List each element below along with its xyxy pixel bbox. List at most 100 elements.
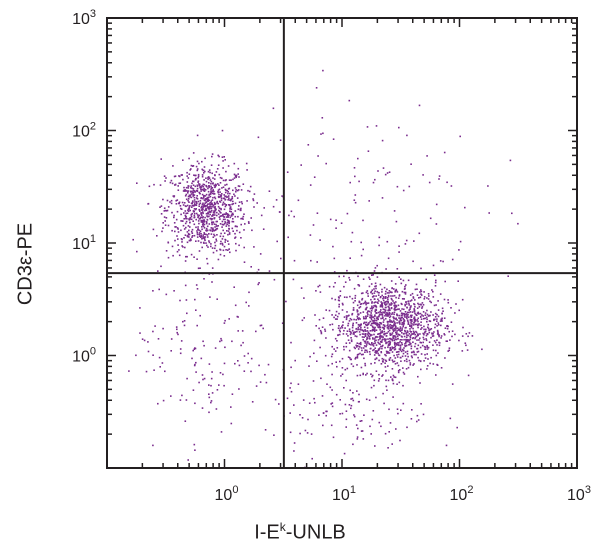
data-point xyxy=(218,384,220,386)
data-point xyxy=(186,181,189,183)
data-point xyxy=(315,325,317,327)
data-point xyxy=(434,341,437,344)
data-point xyxy=(309,234,312,236)
data-point xyxy=(402,279,405,282)
data-point xyxy=(449,339,451,341)
data-point xyxy=(365,303,367,306)
data-point xyxy=(446,325,449,327)
data-point xyxy=(348,314,350,317)
data-point xyxy=(377,352,379,355)
data-point xyxy=(213,190,215,193)
data-point xyxy=(195,371,197,373)
data-point xyxy=(332,285,335,288)
data-point xyxy=(147,350,150,353)
data-point xyxy=(184,420,187,422)
data-point xyxy=(231,212,234,215)
data-point xyxy=(215,184,217,187)
data-point xyxy=(398,350,400,353)
data-point xyxy=(365,315,367,318)
data-point xyxy=(395,326,397,329)
data-point xyxy=(341,302,344,305)
data-point xyxy=(378,324,380,326)
data-point xyxy=(364,351,366,353)
data-point xyxy=(213,206,216,209)
data-point xyxy=(385,303,388,305)
data-point xyxy=(418,323,420,325)
data-point xyxy=(440,324,442,327)
data-point xyxy=(206,200,209,202)
data-point xyxy=(396,335,399,337)
data-point xyxy=(165,177,167,179)
data-point xyxy=(331,297,333,300)
data-point xyxy=(196,195,198,197)
data-point xyxy=(217,189,220,191)
data-point xyxy=(456,426,458,429)
data-point xyxy=(379,338,381,340)
data-point xyxy=(400,356,402,359)
data-point xyxy=(356,342,359,344)
data-point xyxy=(180,174,183,176)
data-point xyxy=(361,349,363,352)
data-point xyxy=(201,238,203,240)
data-point xyxy=(376,322,378,325)
data-point xyxy=(391,303,393,305)
data-point xyxy=(212,204,215,206)
data-point xyxy=(213,178,216,180)
data-point xyxy=(403,314,406,316)
data-point xyxy=(358,285,361,287)
data-point xyxy=(358,400,360,403)
data-point xyxy=(398,126,400,129)
data-point xyxy=(370,310,373,312)
data-point xyxy=(197,226,199,228)
data-point xyxy=(173,214,175,217)
data-point xyxy=(373,333,375,336)
data-point xyxy=(191,212,193,215)
x-tick-label: 101 xyxy=(332,484,356,504)
data-point xyxy=(388,340,391,343)
data-point xyxy=(428,295,430,297)
data-point xyxy=(379,325,381,327)
data-point xyxy=(380,425,382,428)
data-point xyxy=(196,134,199,137)
data-point xyxy=(405,301,407,303)
data-point xyxy=(389,357,392,359)
data-point xyxy=(357,328,360,331)
data-point xyxy=(394,291,396,293)
data-point xyxy=(454,333,456,336)
data-point xyxy=(243,355,246,357)
data-point xyxy=(240,189,243,191)
data-point xyxy=(426,344,428,347)
data-point xyxy=(180,220,182,222)
data-point xyxy=(289,387,291,389)
data-point xyxy=(392,325,394,327)
data-point xyxy=(391,368,394,370)
data-point xyxy=(320,133,322,135)
data-point xyxy=(417,324,420,326)
axis-ticks xyxy=(106,18,577,469)
data-point xyxy=(249,185,252,188)
data-point xyxy=(367,323,370,326)
data-point xyxy=(393,311,396,314)
data-point xyxy=(157,402,159,405)
data-point xyxy=(356,436,359,438)
data-point xyxy=(205,229,207,232)
data-point xyxy=(418,297,420,299)
data-point xyxy=(406,330,409,332)
data-point xyxy=(363,333,365,335)
data-point xyxy=(160,158,162,160)
data-point xyxy=(334,350,337,352)
data-point xyxy=(365,324,368,326)
data-point xyxy=(414,323,417,326)
data-point xyxy=(375,287,377,290)
data-point xyxy=(222,229,224,232)
data-point xyxy=(375,309,378,312)
data-point xyxy=(365,330,367,332)
data-point xyxy=(378,300,380,302)
data-point xyxy=(418,104,421,107)
data-point xyxy=(184,234,187,236)
data-point xyxy=(324,354,327,357)
data-point xyxy=(391,332,394,334)
data-point xyxy=(214,241,216,244)
data-point xyxy=(338,275,340,278)
data-point xyxy=(318,327,320,330)
